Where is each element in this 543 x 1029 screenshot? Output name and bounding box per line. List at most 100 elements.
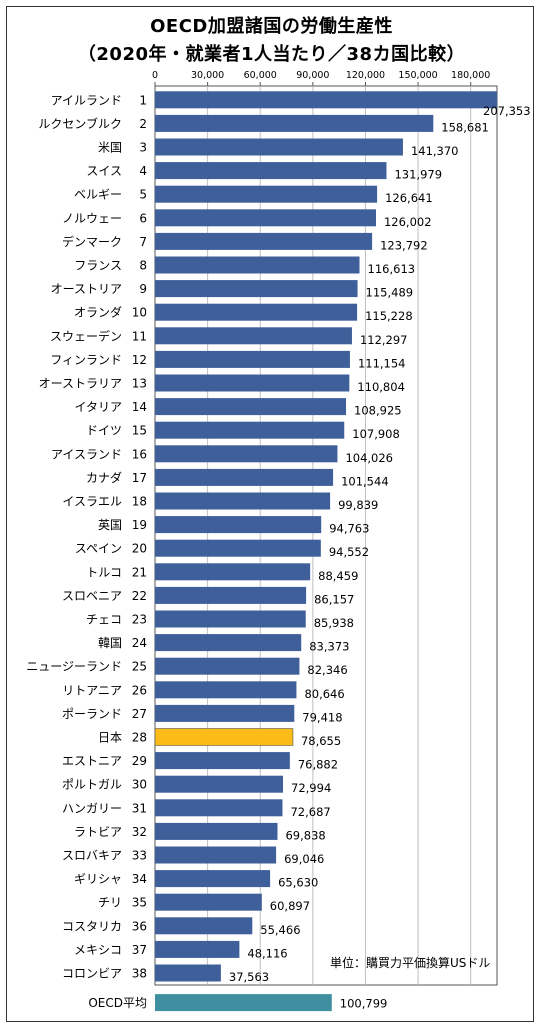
rank-label: 32	[132, 825, 147, 839]
rank-label: 25	[132, 660, 147, 674]
bar	[155, 704, 295, 722]
category-label: チェコ	[86, 613, 122, 627]
category-label: ポーランド	[62, 707, 122, 721]
category-label: エストニア	[62, 754, 122, 768]
rank-label: 2	[139, 117, 147, 131]
bar	[155, 91, 497, 109]
bar	[155, 964, 221, 982]
value-label: 55,466	[260, 923, 300, 937]
category-label: トルコ	[86, 565, 122, 579]
bar	[155, 421, 345, 439]
category-label: ニュージーランド	[26, 660, 122, 674]
category-label: デンマーク	[62, 234, 122, 249]
category-label: イタリア	[74, 400, 122, 414]
bar	[155, 940, 240, 958]
bar	[155, 657, 300, 675]
category-label: 日本	[98, 731, 122, 745]
x-tick-label: 30,000	[191, 70, 224, 81]
category-label: メキシコ	[74, 943, 122, 957]
category-label: OECD平均	[88, 996, 147, 1010]
value-label: 60,897	[270, 899, 310, 913]
value-label: 94,552	[329, 545, 369, 559]
x-tick-label: 180,000	[451, 70, 490, 81]
bar	[155, 256, 360, 274]
rank-label: 19	[132, 518, 147, 532]
rank-label: 7	[139, 235, 147, 249]
value-label: 79,418	[302, 710, 342, 724]
rank-label: 21	[132, 565, 147, 579]
bar	[155, 893, 262, 911]
value-label: 126,641	[385, 191, 433, 205]
value-label: 111,154	[358, 356, 406, 370]
bar	[155, 445, 338, 463]
rank-label: 15	[132, 424, 147, 438]
bar	[155, 563, 311, 581]
value-label: 104,026	[345, 451, 393, 465]
bar	[155, 303, 358, 321]
bar	[155, 138, 403, 156]
rank-label: 13	[132, 377, 147, 391]
rank-label: 24	[132, 636, 147, 650]
category-label: ポルトガル	[62, 778, 122, 792]
value-label: 131,979	[394, 168, 442, 182]
bar	[155, 468, 334, 486]
rank-label: 11	[132, 329, 147, 343]
category-label: スイス	[86, 164, 122, 178]
value-label: 37,563	[229, 970, 269, 984]
category-label: スロベニア	[62, 589, 122, 603]
value-label: 123,792	[380, 238, 428, 252]
x-tick-label: 120,000	[346, 70, 385, 81]
bar	[155, 185, 378, 203]
bar	[155, 752, 290, 770]
category-label: ギリシャ	[74, 872, 122, 886]
x-tick-label: 150,000	[398, 70, 437, 81]
bar	[155, 539, 321, 557]
rank-label: 27	[132, 707, 147, 721]
value-label: 126,002	[384, 215, 432, 229]
value-label: 207,353	[483, 104, 531, 118]
rank-label: 5	[139, 188, 147, 202]
value-label: 100,799	[340, 997, 388, 1011]
rank-label: 17	[132, 471, 147, 485]
value-label: 115,489	[366, 286, 414, 300]
x-tick-label: 0	[152, 70, 158, 81]
value-label: 116,613	[368, 262, 416, 276]
category-label: 英国	[98, 518, 122, 532]
value-label: 69,046	[284, 852, 324, 866]
rank-label: 28	[132, 731, 147, 745]
bar	[155, 822, 278, 840]
value-label: 65,630	[278, 876, 318, 890]
value-label: 48,116	[247, 946, 287, 960]
category-label: スウェーデン	[50, 328, 122, 343]
value-label: 158,681	[441, 120, 489, 134]
bar	[155, 799, 283, 817]
value-label: 108,925	[354, 404, 402, 418]
value-label: 72,687	[290, 805, 330, 819]
category-label: ラトビア	[74, 825, 122, 839]
rank-label: 35	[132, 896, 147, 910]
value-label: 110,804	[357, 380, 405, 394]
category-label: カナダ	[86, 470, 122, 485]
category-label: 米国	[98, 141, 122, 155]
category-label: イスラエル	[62, 495, 122, 509]
bar	[155, 775, 284, 793]
bar	[155, 374, 350, 392]
bar	[155, 870, 271, 888]
rank-label: 34	[132, 872, 147, 886]
bar	[155, 610, 306, 628]
plot-area	[154, 85, 498, 986]
value-label: 99,839	[338, 498, 378, 512]
rank-label: 12	[132, 353, 147, 367]
category-label: オーストリア	[51, 282, 122, 296]
rank-label: 1	[139, 93, 147, 107]
rank-label: 31	[132, 801, 147, 815]
value-label: 115,228	[365, 309, 413, 323]
value-label: 88,459	[318, 569, 358, 583]
category-label: コスタリカ	[62, 919, 122, 933]
value-label: 85,938	[314, 616, 354, 630]
bar	[155, 209, 376, 227]
rank-label: 30	[132, 778, 147, 792]
category-label: スロバキア	[62, 849, 122, 863]
category-label: フランス	[74, 259, 122, 273]
